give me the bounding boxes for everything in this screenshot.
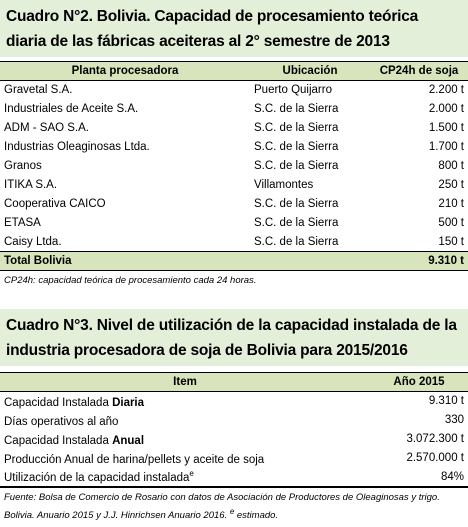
column-header-planta: Planta procesadora xyxy=(0,61,250,81)
ubicacion-cell: S.C. de la Sierra xyxy=(254,141,339,153)
planta-cell: Caisy Ltda. xyxy=(4,235,62,248)
item-cell: Utilización de la capacidad instaladae xyxy=(0,467,370,487)
table-row: Días operativos al año 330 xyxy=(0,411,468,430)
source-end: estimado. xyxy=(234,510,279,522)
source-sup: e xyxy=(229,507,235,516)
ubicacion-cell: S.C. de la Sierra xyxy=(254,122,339,134)
column-header-ano: Año 2015 xyxy=(370,372,468,392)
table-row: Utilización de la capacidad instaladae 84… xyxy=(0,467,468,487)
capacidad-cell: 1.700 t xyxy=(428,141,464,153)
planta-cell: Industriales de Aceite S.A. xyxy=(4,103,139,115)
source-note: Fuente: Bolsa de Comercio de Rosario con… xyxy=(0,487,468,526)
item-pre: Utilización de la capacidad instalada xyxy=(4,472,190,485)
table-row: ETASA S.C. de la Sierra 500 t xyxy=(0,214,468,233)
column-header-cp24h: CP24h de soja xyxy=(370,61,468,81)
planta-cell: ETASA xyxy=(4,217,41,229)
table-row: ADM - SAO S.A. S.C. de la Sierra 1.500 t xyxy=(0,119,468,138)
total-label: Total Bolivia xyxy=(0,251,250,271)
item-cell: Capacidad Instalada Diaria xyxy=(0,392,370,411)
capacidad-cell: 1.500 t xyxy=(428,122,464,134)
item-pre: Días operativos al año xyxy=(4,415,119,428)
table-note: CP24h: capacidad teórica de procesamient… xyxy=(4,275,257,286)
item-pre: Capacidad Instalada xyxy=(4,396,113,409)
utilization-table: Item Año 2015 Capacidad Instalada Diaria… xyxy=(0,372,468,487)
capacidad-cell: 500 t xyxy=(438,217,464,229)
item-cell: Capacidad Instalada Anual xyxy=(0,430,370,449)
table-row: Industrias Oleaginosas Ltda. S.C. de la S… xyxy=(0,138,468,157)
planta-cell: ITIKA S.A. xyxy=(4,179,58,191)
capacidad-cell: 150 t xyxy=(438,235,464,248)
table-row: Granos S.C. de la Sierra 800 t xyxy=(0,157,468,176)
value-cell: 84% xyxy=(370,467,468,487)
item-bold: Anual xyxy=(112,434,145,447)
table-cuadro-2: Cuadro N°2. Bolivia. Capacidad de proces… xyxy=(0,0,468,286)
table-title: Cuadro N°2. Bolivia. Capacidad de proces… xyxy=(0,0,468,57)
value-cell: 3.072.300 t xyxy=(406,433,464,445)
capacidad-cell: 250 t xyxy=(438,179,464,191)
ubicacion-cell: Puerto Quijarro xyxy=(254,84,332,97)
ubicacion-cell: S.C. de la Sierra xyxy=(254,103,339,115)
item-sup: e xyxy=(189,469,194,479)
ubicacion-cell: S.C. de la Sierra xyxy=(254,217,339,229)
item-pre: Capacidad Instalada xyxy=(4,434,113,447)
item-pre: Producción Anual de harina/pellets y ace… xyxy=(4,453,265,466)
item-cell: Días operativos al año xyxy=(0,411,370,430)
total-value: 9.310 t xyxy=(370,251,468,271)
capacidad-cell: 800 t xyxy=(438,160,464,172)
table-row: ITIKA S.A. Villamontes 250 t xyxy=(0,176,468,195)
table-row: Cooperativa CAICO S.C. de la Sierra 210 t xyxy=(0,195,468,214)
value-cell: 330 xyxy=(444,414,464,426)
value-cell: 9.310 t xyxy=(428,395,464,408)
planta-cell: ADM - SAO S.A. xyxy=(4,122,89,134)
capacidad-cell: 2.200 t xyxy=(428,84,464,97)
ubicacion-cell: S.C. de la Sierra xyxy=(254,235,339,248)
value-cell: 2.570.000 t xyxy=(406,452,464,464)
table-cuadro-3: Cuadro N°3. Nivel de utilización de la c… xyxy=(0,309,468,526)
column-header-item: Item xyxy=(0,372,370,392)
capacidad-cell: 210 t xyxy=(438,198,464,210)
source-text: Fuente: Bolsa de Comercio de Rosario con… xyxy=(4,492,440,522)
ubicacion-cell: S.C. de la Sierra xyxy=(254,160,339,172)
ubicacion-cell: S.C. de la Sierra xyxy=(254,198,339,210)
item-cell: Producción Anual de harina/pellets y ace… xyxy=(0,449,370,468)
column-header-ubicacion: Ubicación xyxy=(250,61,370,81)
planta-cell: Industrias Oleaginosas Ltda. xyxy=(4,141,150,153)
planta-cell: Gravetal S.A. xyxy=(4,84,73,97)
table-row: Gravetal S.A. Puerto Quijarro 2.200 t xyxy=(0,81,468,100)
capacidad-cell: 2.000 t xyxy=(428,103,464,115)
table-row: Caisy Ltda. S.C. de la Sierra 150 t xyxy=(0,233,468,252)
planta-cell: Granos xyxy=(4,160,42,172)
total-row: Total Bolivia 9.310 t xyxy=(0,251,468,271)
planta-cell: Cooperativa CAICO xyxy=(4,198,106,210)
table-row: Capacidad Instalada Anual 3.072.300 t xyxy=(0,430,468,449)
table-row: Producción Anual de harina/pellets y ace… xyxy=(0,449,468,468)
table-row: Capacidad Instalada Diaria 9.310 t xyxy=(0,392,468,411)
item-bold: Diaria xyxy=(112,396,145,409)
table-title-2: Cuadro N°3. Nivel de utilización de la c… xyxy=(0,309,468,366)
capacity-table: Planta procesadora Ubicación CP24h de so… xyxy=(0,61,468,271)
ubicacion-cell: Villamontes xyxy=(254,179,314,191)
table-row: Industriales de Aceite S.A. S.C. de la Si… xyxy=(0,100,468,119)
